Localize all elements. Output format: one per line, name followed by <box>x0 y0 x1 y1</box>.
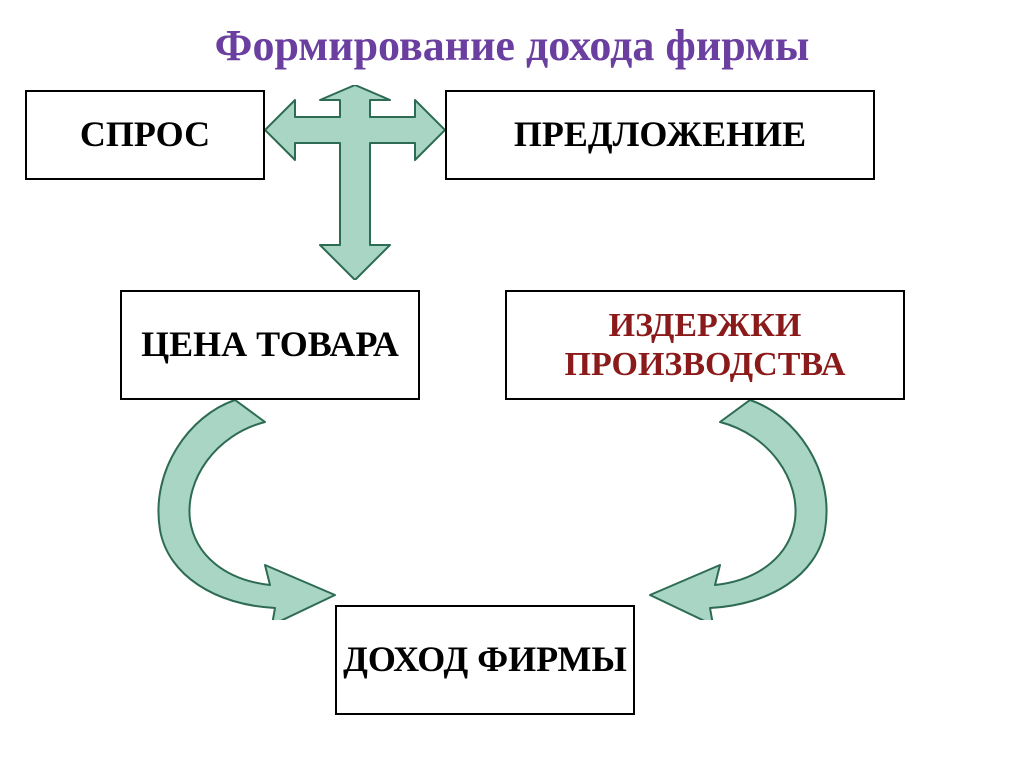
curved-arrow-right-icon <box>625 400 845 620</box>
curved-arrow-left-icon <box>140 400 360 620</box>
page-title: Формирование дохода фирмы <box>0 20 1024 71</box>
income-label: ДОХОД ФИРМЫ <box>343 639 627 680</box>
income-box: ДОХОД ФИРМЫ <box>335 605 635 715</box>
price-label: ЦЕНА ТОВАРА <box>141 324 399 365</box>
supply-box: ПРЕДЛОЖЕНИЕ <box>445 90 875 180</box>
demand-box: СПРОС <box>25 90 265 180</box>
costs-box: ИЗДЕРЖКИ ПРОИЗВОДСТВА <box>505 290 905 400</box>
title-text: Формирование дохода фирмы <box>215 21 810 70</box>
price-box: ЦЕНА ТОВАРА <box>120 290 420 400</box>
three-way-arrow-icon <box>265 85 445 280</box>
demand-label: СПРОС <box>80 114 210 155</box>
supply-label: ПРЕДЛОЖЕНИЕ <box>514 114 806 155</box>
costs-label: ИЗДЕРЖКИ ПРОИЗВОДСТВА <box>507 306 903 384</box>
